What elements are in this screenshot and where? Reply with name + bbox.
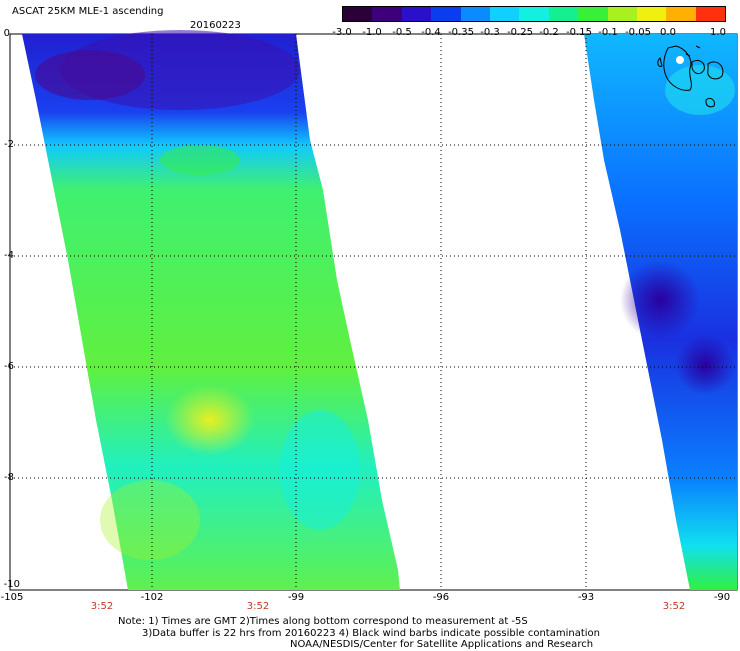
island-outlines <box>657 45 724 108</box>
note-line-2: 3)Data buffer is 22 hrs from 20160223 4)… <box>142 628 600 639</box>
colorbar-tick: -0.35 <box>448 27 474 38</box>
colorbar-swatch <box>607 7 637 21</box>
time-label: 3:52 <box>662 601 686 612</box>
x-axis-label: -105 <box>0 592 24 603</box>
colorbar-swatch <box>548 7 579 21</box>
colorbar-tick: -0.4 <box>421 27 441 38</box>
colorbar-tick: -0.1 <box>598 27 618 38</box>
colorbar-swatch <box>343 7 373 21</box>
time-label: 3:52 <box>90 601 114 612</box>
y-axis-label: -4 <box>4 250 14 261</box>
x-axis-label: -102 <box>140 592 164 603</box>
colorbar-tick: 0.0 <box>660 27 676 38</box>
colorbar-tick: -3.0 <box>332 27 352 38</box>
time-label: 3:52 <box>246 601 270 612</box>
colorbar-tick: -1.0 <box>362 27 382 38</box>
colorbar-swatch <box>431 7 461 21</box>
y-axis-label: -10 <box>3 579 20 590</box>
colorbar-swatch <box>460 7 490 21</box>
x-axis-label: -99 <box>287 592 305 603</box>
colorbar-tick: -0.05 <box>625 27 651 38</box>
colorbar-swatch <box>666 7 696 21</box>
chart-title: ASCAT 25KM MLE-1 ascending <box>12 6 164 17</box>
right-swath <box>584 34 737 590</box>
y-axis-label: -6 <box>4 361 14 372</box>
colorbar-swatch <box>401 7 432 21</box>
colorbar-tick: -0.5 <box>392 27 412 38</box>
colorbar-swatch <box>372 7 402 21</box>
colorbar-swatch <box>695 7 726 21</box>
colorbar-tick: -0.2 <box>539 27 559 38</box>
note-line-1: Note: 1) Times are GMT 2)Times along bot… <box>118 616 528 627</box>
colorbar-tick: -0.15 <box>566 27 592 38</box>
colorbar-tick: -0.3 <box>480 27 500 38</box>
x-axis-label: -96 <box>432 592 450 603</box>
left-swath <box>22 30 400 590</box>
colorbar <box>342 6 726 22</box>
grid-lines <box>10 34 737 590</box>
x-axis-label: -93 <box>577 592 595 603</box>
y-axis-label: -2 <box>4 139 14 150</box>
colorbar-tick: -0.25 <box>507 27 533 38</box>
note-line-3: NOAA/NESDIS/Center for Satellite Applica… <box>290 639 594 650</box>
colorbar-swatch <box>636 7 667 21</box>
colorbar-swatch <box>489 7 520 21</box>
chart-date: 20160223 <box>190 20 241 31</box>
x-axis-label: -90 <box>713 592 731 603</box>
colorbar-swatch <box>519 7 549 21</box>
colorbar-tick: 1.0 <box>710 27 726 38</box>
colorbar-swatch <box>578 7 608 21</box>
island-marker <box>676 56 684 64</box>
y-axis-label: -8 <box>4 472 14 483</box>
y-axis-label: 0 <box>3 28 10 39</box>
